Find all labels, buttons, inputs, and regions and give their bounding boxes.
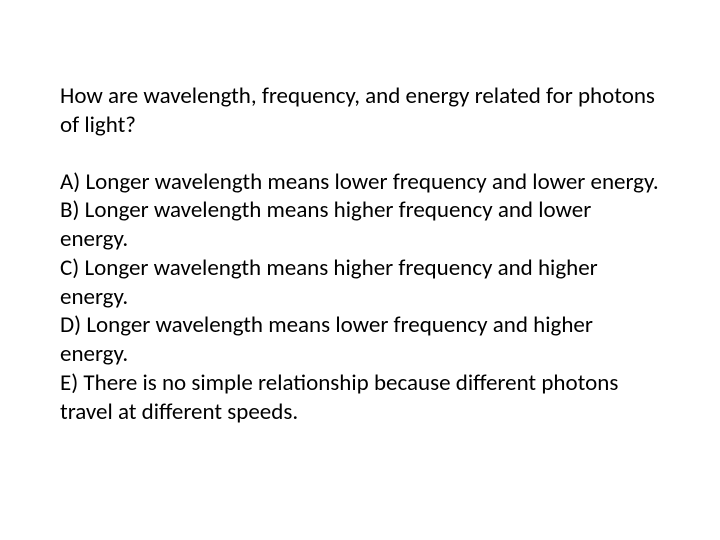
answer-c: C) Longer wavelength means higher freque… xyxy=(60,254,660,312)
answer-e: E) There is no simple relationship becau… xyxy=(60,369,660,427)
answer-d: D) Longer wavelength means lower frequen… xyxy=(60,311,660,369)
answer-list: A) Longer wavelength means lower frequen… xyxy=(60,168,660,427)
answer-a: A) Longer wavelength means lower frequen… xyxy=(60,168,660,197)
answer-b: B) Longer wavelength means higher freque… xyxy=(60,196,660,254)
question-text: How are wavelength, frequency, and energ… xyxy=(60,82,660,140)
slide: How are wavelength, frequency, and energ… xyxy=(0,0,720,540)
